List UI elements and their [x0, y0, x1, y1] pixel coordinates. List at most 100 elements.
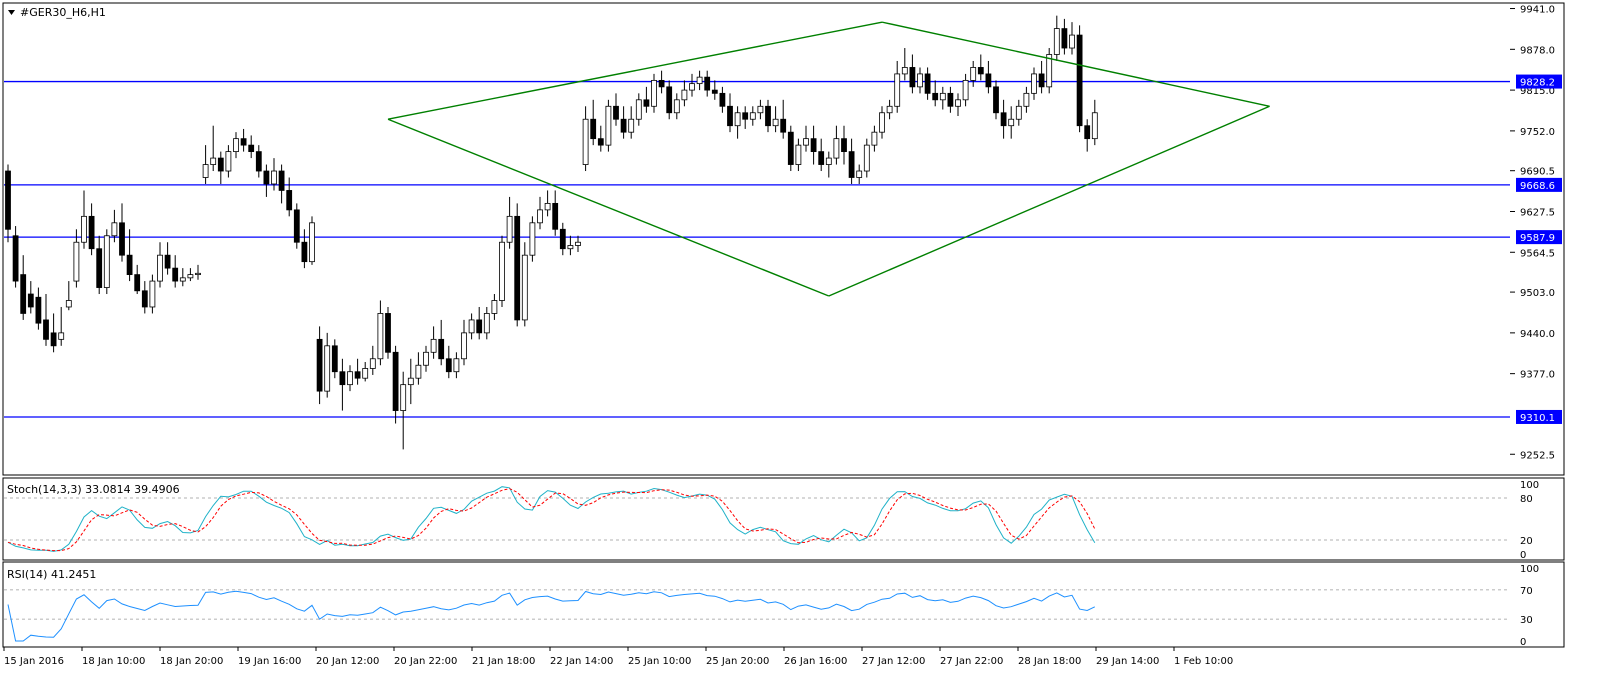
- candle: [970, 60, 977, 87]
- candle-body: [217, 157, 224, 172]
- candle: [309, 216, 315, 265]
- candle: [803, 125, 809, 152]
- diamond-trendline[interactable]: [828, 105, 1270, 297]
- candle: [613, 93, 619, 126]
- candle: [50, 313, 57, 353]
- candle-body: [559, 228, 566, 250]
- candle-body: [1069, 34, 1075, 49]
- candle: [1076, 25, 1083, 133]
- candlesticks: [5, 15, 1098, 450]
- candle: [749, 106, 756, 126]
- candle-body: [666, 86, 673, 114]
- candle-body: [35, 296, 42, 324]
- candle-body: [582, 118, 589, 165]
- candle: [742, 106, 749, 129]
- diamond-trendline[interactable]: [387, 21, 883, 120]
- candle-body: [1000, 112, 1007, 127]
- candle-body: [354, 371, 361, 379]
- time-tick-label: 22 Jan 14:00: [550, 656, 613, 667]
- horizontal-levels: [4, 80, 1510, 418]
- candle-body: [689, 83, 695, 91]
- candle-body: [628, 118, 635, 133]
- candle: [947, 86, 954, 113]
- candle-body: [369, 358, 376, 369]
- candle-body: [970, 67, 977, 81]
- candle: [407, 358, 414, 405]
- candle: [666, 80, 673, 120]
- candle: [65, 281, 72, 311]
- candle: [187, 268, 194, 282]
- candle: [985, 60, 992, 94]
- candle: [628, 106, 635, 139]
- candle-body: [1031, 73, 1037, 94]
- candle: [141, 281, 148, 314]
- candle: [339, 358, 346, 411]
- candle: [438, 319, 445, 366]
- candle-body: [461, 332, 467, 360]
- price-tick-label: 9941.0: [1520, 5, 1555, 16]
- candle: [605, 99, 612, 152]
- candle: [939, 86, 946, 110]
- candle: [894, 60, 901, 113]
- candle-body: [651, 79, 657, 107]
- candle-body: [255, 151, 262, 172]
- candle-body: [506, 215, 513, 243]
- candle: [362, 362, 369, 382]
- candle-body: [119, 222, 125, 256]
- candle: [286, 177, 293, 217]
- candle-body: [962, 79, 969, 101]
- candle: [240, 128, 247, 152]
- candle-body: [879, 112, 885, 133]
- candle-body: [1076, 34, 1083, 127]
- candle: [415, 352, 422, 385]
- candle-body: [468, 319, 475, 334]
- candle: [293, 203, 300, 249]
- stochastic-panel[interactable]: [2, 477, 1565, 561]
- candle-body: [27, 293, 34, 308]
- candle-body: [635, 99, 642, 120]
- candle: [1069, 22, 1075, 55]
- candle-body: [362, 368, 369, 379]
- diamond-trendline[interactable]: [387, 118, 830, 297]
- candle: [400, 371, 407, 450]
- candle: [886, 99, 893, 120]
- candle: [103, 229, 110, 295]
- candle-body: [1091, 112, 1098, 140]
- rsi-tick-label: 30: [1520, 615, 1533, 626]
- candle: [5, 164, 11, 243]
- candle: [719, 86, 726, 113]
- candle-body: [400, 384, 407, 411]
- candle: [499, 235, 505, 307]
- candle: [461, 319, 467, 366]
- rsi-label: RSI(14) 41.2451: [7, 568, 96, 581]
- candle-body: [818, 151, 825, 165]
- candle: [20, 255, 27, 320]
- price-panel[interactable]: [2, 2, 1565, 476]
- rsi-tick-label: 0: [1520, 637, 1526, 648]
- candle-body: [453, 358, 460, 373]
- candle: [225, 145, 232, 178]
- candle: [491, 294, 498, 320]
- price-tick-label: 9878.0: [1520, 45, 1555, 56]
- time-tick-label: 29 Jan 14:00: [1096, 656, 1159, 667]
- candle-body: [499, 241, 505, 301]
- candle: [552, 190, 559, 236]
- candle-body: [734, 112, 741, 127]
- dropdown-triangle-icon[interactable]: [8, 10, 15, 15]
- candle: [119, 203, 125, 262]
- candle-body: [248, 144, 255, 153]
- candle: [559, 222, 566, 256]
- candle-body: [483, 313, 490, 334]
- candle-body: [43, 319, 49, 340]
- candle-body: [993, 86, 999, 114]
- candle-body: [126, 254, 133, 276]
- candle: [1008, 106, 1015, 139]
- candle-body: [271, 170, 277, 185]
- candle: [932, 80, 939, 107]
- candle-body: [301, 241, 308, 263]
- candle-body: [575, 241, 581, 246]
- candle: [810, 125, 817, 165]
- diamond-trendline[interactable]: [881, 21, 1270, 107]
- candle-body: [331, 345, 338, 373]
